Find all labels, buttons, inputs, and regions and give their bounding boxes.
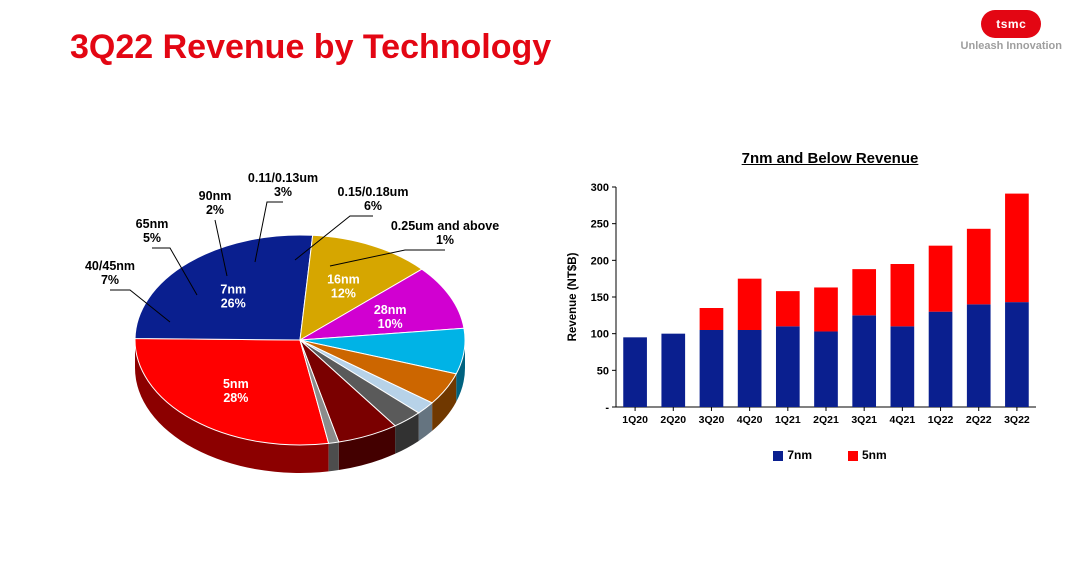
bar-chart-title: 7nm and Below Revenue xyxy=(560,150,1060,167)
bar-category-label: 1Q22 xyxy=(928,414,954,426)
bar-y-title: Revenue (NT$B) xyxy=(567,252,579,341)
brand-logo: tsmc Unleash Innovation xyxy=(961,10,1062,52)
bar-category-label: 1Q21 xyxy=(775,414,801,426)
legend-swatch-5nm xyxy=(848,451,858,461)
bar-ytick-label: 100 xyxy=(591,329,609,341)
bar-ytick-label: 50 xyxy=(597,365,609,377)
bar-ytick-label: 250 xyxy=(591,219,609,231)
bar-ytick-label: 150 xyxy=(591,292,609,304)
bar-5nm-4Q20 xyxy=(738,279,762,330)
pie-label-90nm: 90nm2% xyxy=(199,189,232,217)
tsmc-logo-icon: tsmc xyxy=(981,10,1041,38)
bar-7nm-2Q22 xyxy=(967,304,991,407)
bar-5nm-2Q21 xyxy=(814,287,838,331)
bar-5nm-1Q22 xyxy=(929,246,953,312)
bar-7nm-1Q22 xyxy=(929,312,953,407)
pie-slice-side-025_above xyxy=(329,442,339,471)
bar-ytick-label: - xyxy=(605,402,609,414)
legend-swatch-7nm xyxy=(773,451,783,461)
bar-ytick-label: 200 xyxy=(591,255,609,267)
bar-7nm-2Q21 xyxy=(814,331,838,407)
bar-7nm-3Q20 xyxy=(700,330,724,407)
bar-5nm-3Q20 xyxy=(700,308,724,330)
bar-7nm-1Q20 xyxy=(623,337,647,407)
bar-5nm-3Q21 xyxy=(852,269,876,315)
bar-category-label: 4Q21 xyxy=(890,414,916,426)
bar-7nm-3Q22 xyxy=(1005,302,1029,407)
bar-ytick-label: 300 xyxy=(591,182,609,194)
pie-label-011_013um: 0.11/0.13um3% xyxy=(248,171,318,199)
bar-5nm-4Q21 xyxy=(891,264,915,326)
pie-label-025_above: 0.25um and above1% xyxy=(391,219,499,247)
bar-chart-legend: 7nm 5nm xyxy=(560,448,1060,462)
title-text: 3Q22 Revenue by Technology xyxy=(70,28,551,66)
bar-5nm-3Q22 xyxy=(1005,194,1029,303)
pie-label-5nm: 5nm28% xyxy=(223,377,249,405)
bar-category-label: 2Q20 xyxy=(660,414,686,426)
page-title: 3Q22 Revenue by Technology xyxy=(70,28,551,67)
pie-label-65nm: 65nm5% xyxy=(136,217,169,245)
bar-5nm-1Q21 xyxy=(776,291,800,326)
bar-category-label: 4Q20 xyxy=(737,414,763,426)
pie-label-16nm: 16nm12% xyxy=(327,272,360,300)
pie-label-28nm: 28nm10% xyxy=(374,303,407,331)
legend-item-5nm: 5nm xyxy=(848,448,887,462)
pie-label-015_018um: 0.15/0.18um6% xyxy=(338,185,409,213)
bar-category-label: 2Q21 xyxy=(813,414,839,426)
bar-category-label: 1Q20 xyxy=(622,414,648,426)
bar-chart-7nm-below-revenue: 7nm and Below Revenue - 50 100 150 200 250 300… xyxy=(560,150,1060,550)
pie-chart-revenue-by-tech: 5nm28% 7nm26% 16nm12% 28nm10% 40/45nm7%65nm5… xyxy=(40,140,560,560)
bar-7nm-4Q20 xyxy=(738,330,762,407)
bar-category-label: 3Q21 xyxy=(851,414,877,426)
pie-label-40_45nm: 40/45nm7% xyxy=(85,259,135,287)
bar-7nm-4Q21 xyxy=(891,326,915,407)
bar-7nm-3Q21 xyxy=(852,315,876,407)
pie-label-7nm: 7nm26% xyxy=(220,282,246,310)
bar-category-label: 3Q20 xyxy=(699,414,725,426)
bar-7nm-1Q21 xyxy=(776,326,800,407)
bar-7nm-2Q20 xyxy=(661,334,685,407)
bar-category-label: 3Q22 xyxy=(1004,414,1030,426)
bar-category-label: 2Q22 xyxy=(966,414,992,426)
bar-5nm-2Q22 xyxy=(967,229,991,305)
logo-tagline: Unleash Innovation xyxy=(961,40,1062,52)
legend-item-7nm: 7nm xyxy=(773,448,812,462)
